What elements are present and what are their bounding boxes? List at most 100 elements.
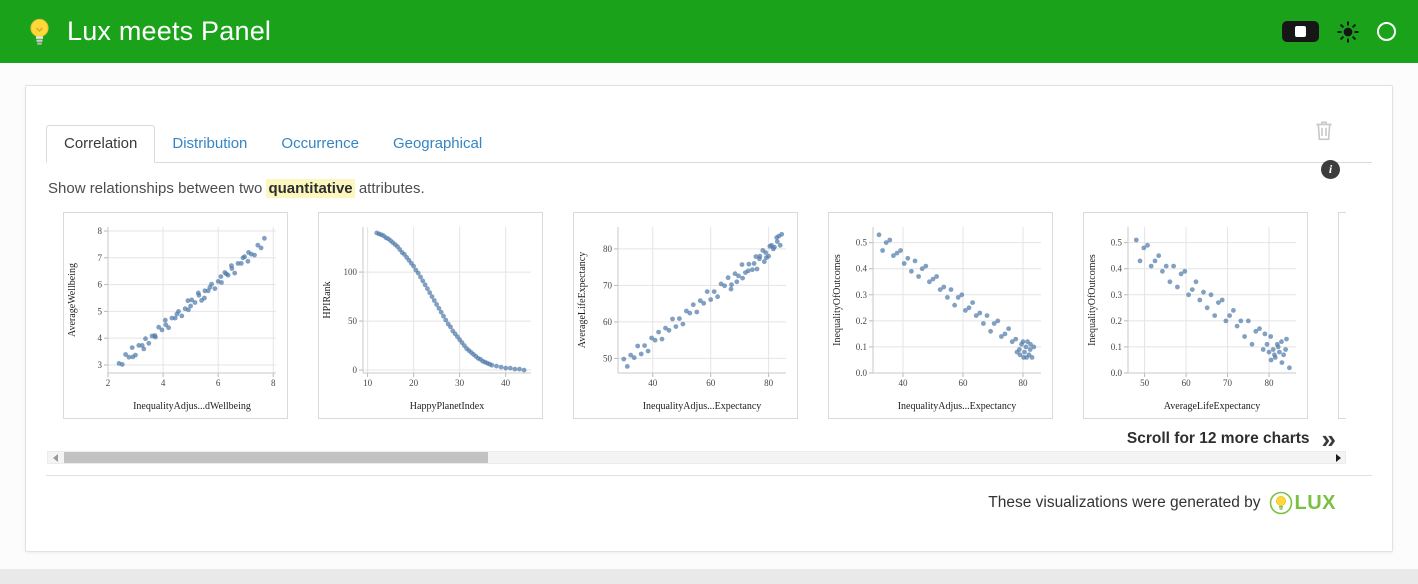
sun-icon[interactable] — [1336, 20, 1360, 44]
svg-text:100: 100 — [344, 267, 358, 277]
svg-text:8: 8 — [271, 378, 276, 388]
svg-text:60: 60 — [959, 378, 969, 388]
main-panel: Correlation Distribution Occurrence Geog… — [25, 85, 1393, 552]
svg-text:0.0: 0.0 — [1111, 368, 1123, 378]
svg-text:0.0: 0.0 — [856, 368, 868, 378]
svg-text:3: 3 — [98, 360, 103, 370]
svg-text:80: 80 — [1265, 378, 1275, 388]
svg-text:50: 50 — [1140, 378, 1150, 388]
svg-text:50: 50 — [348, 316, 358, 326]
scrollbar-thumb[interactable] — [64, 452, 488, 463]
svg-text:0.5: 0.5 — [1111, 238, 1123, 248]
svg-text:5: 5 — [98, 306, 103, 316]
attribution-footer: These visualizations were generated by L… — [988, 486, 1336, 520]
svg-text:0.3: 0.3 — [856, 290, 868, 300]
svg-text:0.4: 0.4 — [1111, 264, 1123, 274]
scroll-note-text: Scroll for 12 more charts — [1126, 430, 1310, 447]
svg-text:80: 80 — [764, 378, 774, 388]
svg-text:70: 70 — [1223, 378, 1233, 388]
chart-card[interactable]: 10 20 30 40 0 50 100 HappyPlanetIndex HPIRank — [318, 212, 543, 419]
svg-text:60: 60 — [603, 317, 613, 327]
svg-text:4: 4 — [161, 378, 166, 388]
chart-card[interactable]: 50 60 70 80 0.0 0.1 0.2 0.3 0.4 0.5 AverageLifeExp… — [1083, 212, 1308, 419]
svg-text:InequalityAdjus...dWellbeing: InequalityAdjus...dWellbeing — [133, 401, 251, 412]
scroll-right-arrow[interactable] — [1331, 452, 1345, 463]
lux-bulb-icon — [1269, 491, 1292, 515]
scatter-plot: 40 60 80 50 60 70 80 InequalityAdjus...Expectan… — [577, 227, 786, 412]
svg-text:0.1: 0.1 — [856, 342, 867, 352]
chart-card[interactable]: 2 4 6 8 3 4 5 6 7 8 InequalityAdjus...dWellbeing Av… — [63, 212, 288, 419]
lux-logo-text: LUX — [1294, 491, 1336, 514]
svg-text:0.2: 0.2 — [1111, 316, 1122, 326]
svg-text:80: 80 — [603, 244, 613, 254]
scrollbar-track[interactable] — [62, 452, 1331, 463]
svg-text:20: 20 — [409, 378, 419, 388]
svg-text:HappyPlanetIndex: HappyPlanetIndex — [410, 401, 484, 412]
description-prefix: Show relationships between two — [48, 180, 267, 197]
app-title: Lux meets Panel — [67, 16, 272, 46]
lux-logo: LUX — [1269, 491, 1337, 515]
horizontal-scrollbar[interactable] — [47, 451, 1346, 464]
header-icons — [1282, 20, 1396, 44]
description-suffix: attributes. — [354, 180, 425, 197]
svg-text:8: 8 — [98, 226, 103, 236]
svg-text:AverageWellbeing: AverageWellbeing — [67, 263, 78, 337]
chart-card[interactable]: 40 60 80 0.0 0.1 0.2 0.3 0.4 0.5 InequalityAdjus.… — [828, 212, 1053, 419]
scatter-plot: 2 4 6 8 3 4 5 6 7 8 InequalityAdjus...dWellbeing Av… — [67, 226, 276, 412]
svg-text:6: 6 — [216, 378, 221, 388]
attribution-text: These visualizations were generated by — [988, 494, 1261, 511]
tab-correlation[interactable]: Correlation — [46, 125, 156, 163]
svg-text:0.2: 0.2 — [856, 316, 867, 326]
svg-text:10: 10 — [363, 378, 373, 388]
busy-indicator — [1377, 22, 1396, 41]
svg-text:60: 60 — [706, 378, 716, 388]
svg-text:0.4: 0.4 — [856, 264, 868, 274]
scroll-left-arrow[interactable] — [48, 452, 62, 463]
svg-text:InequalityAdjus...Expectancy: InequalityAdjus...Expectancy — [643, 401, 762, 412]
tab-description: Show relationships between two quantitat… — [48, 179, 425, 198]
svg-text:7: 7 — [98, 253, 103, 263]
footer-divider — [46, 475, 1372, 476]
scatter-plot: 10 20 30 40 0 50 100 HappyPlanetIndex HPIRank — [322, 227, 531, 412]
svg-text:6: 6 — [98, 280, 103, 290]
scroll-note: Scroll for 12 more charts » — [1127, 426, 1336, 452]
svg-text:50: 50 — [603, 353, 613, 363]
svg-text:HPIRank: HPIRank — [322, 281, 333, 318]
lightbulb-icon — [30, 18, 49, 45]
svg-text:2: 2 — [106, 378, 111, 388]
svg-text:40: 40 — [648, 378, 658, 388]
chart-card[interactable]: 40 60 80 50 60 70 80 InequalityAdjus...Expectan… — [573, 212, 798, 419]
tab-distribution[interactable]: Distribution — [172, 135, 248, 152]
svg-text:40: 40 — [501, 378, 511, 388]
svg-text:AverageLifeExpectancy: AverageLifeExpectancy — [577, 252, 588, 348]
trash-icon[interactable] — [1313, 119, 1335, 142]
app-header: Lux meets Panel — [0, 0, 1418, 63]
svg-text:0: 0 — [353, 365, 358, 375]
double-chevron-icon[interactable]: » — [1321, 424, 1336, 454]
svg-text:0.1: 0.1 — [1111, 342, 1122, 352]
stop-button[interactable] — [1282, 21, 1319, 42]
svg-text:AverageLifeExpectancy: AverageLifeExpectancy — [1164, 401, 1260, 412]
scatter-plot: 50 60 70 80 0.0 0.1 0.2 0.3 0.4 0.5 AverageLifeExp… — [1087, 227, 1296, 412]
stop-square-icon — [1295, 26, 1306, 37]
svg-text:InequalityOfOutcomes: InequalityOfOutcomes — [1087, 254, 1098, 346]
svg-text:60: 60 — [1182, 378, 1192, 388]
scatter-plot: 40 60 80 0.0 0.1 0.2 0.3 0.4 0.5 InequalityAdjus.… — [832, 227, 1041, 412]
svg-text:70: 70 — [603, 280, 613, 290]
svg-text:0.3: 0.3 — [1111, 290, 1123, 300]
svg-text:4: 4 — [98, 333, 103, 343]
svg-text:80: 80 — [1019, 378, 1029, 388]
page-bottom-strip — [0, 569, 1418, 584]
svg-text:40: 40 — [899, 378, 909, 388]
svg-text:30: 30 — [455, 378, 465, 388]
tab-bar: Correlation Distribution Occurrence Geog… — [46, 122, 1372, 163]
tab-occurrence[interactable]: Occurrence — [281, 135, 359, 152]
svg-text:InequalityAdjus...Expectancy: InequalityAdjus...Expectancy — [898, 401, 1017, 412]
highlight-quantitative: quantitative — [266, 179, 355, 198]
tab-geographical[interactable]: Geographical — [392, 135, 483, 152]
charts-row[interactable]: 2 4 6 8 3 4 5 6 7 8 InequalityAdjus...dWellbeing Av… — [63, 212, 1346, 419]
info-icon[interactable]: i — [1321, 160, 1340, 179]
svg-text:InequalityOfOutcomes: InequalityOfOutcomes — [832, 254, 843, 346]
